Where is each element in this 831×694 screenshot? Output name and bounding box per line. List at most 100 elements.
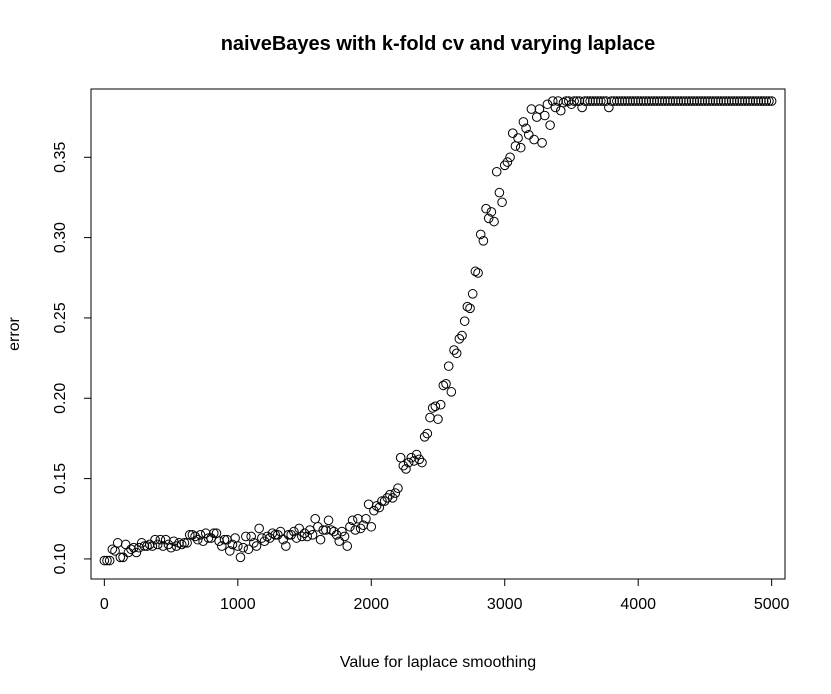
data-point [243,544,254,555]
x-axis-label: Value for laplace smoothing [340,654,536,671]
data-point [467,289,478,299]
data-point [606,96,617,106]
data-point [150,534,160,545]
data-point [227,539,238,550]
data-point [118,552,128,563]
data-point [708,96,718,106]
data-point [612,96,622,106]
data-point [115,552,126,563]
x-tick-label: 5000 [754,596,790,613]
data-point [601,96,611,106]
data-point [529,134,539,145]
data-point [553,96,563,106]
data-point [686,96,697,106]
data-point [310,513,321,524]
data-point [425,412,435,423]
data-point [134,542,144,553]
data-point [302,531,313,542]
data-point [513,133,523,143]
data-point [518,117,529,127]
data-point [123,547,134,558]
data-point [481,203,491,214]
data-point [374,502,385,513]
data-point [574,96,585,106]
data-point [385,489,395,500]
data-point [369,505,379,516]
data-point [291,533,302,543]
data-point [187,530,198,540]
data-point [563,96,574,106]
data-point [580,96,590,106]
data-point [433,414,443,424]
data-point [697,96,708,106]
data-point [582,96,593,106]
data-point [470,266,481,277]
data-point [305,525,315,535]
data-point [200,528,211,539]
data-point [139,541,150,551]
data-point [644,96,654,106]
data-point [750,96,761,106]
data-point [323,515,334,526]
data-point [318,525,329,535]
data-point [486,207,497,217]
data-point [342,541,353,551]
data-point [206,533,216,543]
data-point [646,96,657,106]
data-point [259,536,270,547]
data-point [676,96,686,106]
data-point [144,539,155,550]
data-point [334,536,345,547]
data-point [179,538,190,548]
data-point [104,555,115,566]
data-point [353,513,363,524]
data-point [745,96,756,106]
data-point [534,104,545,114]
data-point [203,533,214,543]
data-point [726,96,737,106]
data-point [216,541,227,551]
data-point [657,96,668,106]
data-point [195,530,206,540]
data-point [246,531,256,542]
data-point [462,301,473,312]
data-point [174,538,184,548]
data-point [641,96,652,106]
data-point [430,401,441,412]
data-point [740,96,750,106]
data-point [710,96,721,106]
data-point [491,166,502,177]
data-point [382,493,393,503]
data-point [758,96,769,106]
data-point [265,533,275,543]
data-point [569,96,579,106]
data-point [761,96,772,106]
data-point [585,96,595,106]
data-point [604,102,614,113]
data-point [654,96,665,106]
data-point [403,457,414,468]
data-point [214,536,224,547]
data-point [700,96,710,106]
data-point [649,96,660,106]
data-point [457,330,467,341]
data-point [257,533,267,543]
data-point [628,96,638,106]
data-point [395,452,406,463]
data-point [702,96,713,106]
data-points [99,96,777,566]
data-point [721,96,732,106]
data-point [371,501,382,511]
data-point [748,96,758,106]
data-point [694,96,705,106]
data-point [494,187,505,198]
data-point [729,96,740,106]
data-point [184,530,195,540]
data-point [521,123,531,134]
data-point [550,102,561,113]
data-point [241,531,251,542]
data-point [593,96,603,106]
data-point [427,403,438,413]
data-point [724,96,734,106]
data-point [414,454,425,465]
